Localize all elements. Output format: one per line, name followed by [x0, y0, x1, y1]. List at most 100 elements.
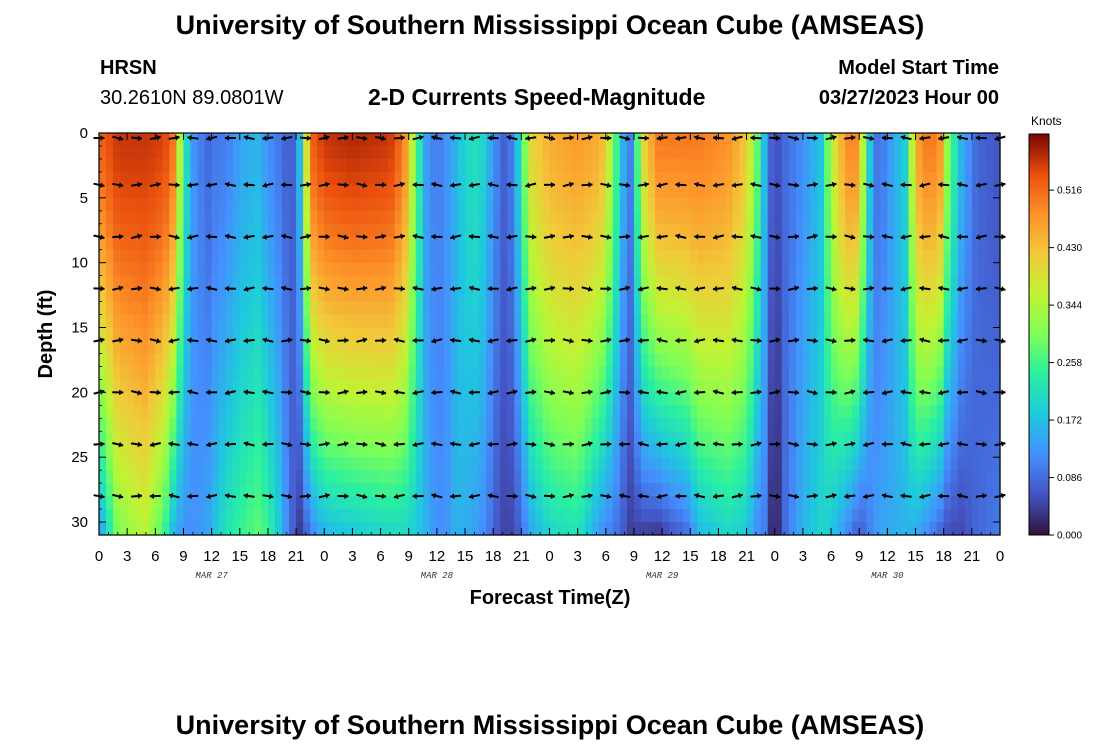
- heatmap-cell: [570, 457, 579, 471]
- arrow-head: [206, 233, 211, 240]
- heatmap-cell: [274, 483, 283, 497]
- heatmap-cell: [816, 197, 825, 212]
- heatmap-cell: [274, 171, 283, 186]
- heatmap-cell: [549, 392, 558, 406]
- heatmap-cell: [746, 145, 755, 160]
- arrow-head: [606, 389, 612, 395]
- heatmap-cell: [556, 197, 565, 212]
- heatmap-cell: [450, 184, 459, 199]
- heatmap-cell: [633, 197, 642, 212]
- heatmap-cell: [992, 301, 1001, 316]
- heatmap-cell: [394, 223, 403, 238]
- heatmap-cell: [753, 470, 762, 484]
- arrow-head: [506, 337, 511, 344]
- heatmap-cell: [401, 405, 410, 419]
- heatmap-cell: [704, 223, 712, 238]
- heatmap-cell: [246, 301, 255, 316]
- heatmap-cell: [978, 184, 987, 199]
- heatmap-cell: [472, 158, 480, 173]
- current-arrow: [149, 389, 161, 396]
- heatmap-cell: [922, 353, 931, 368]
- current-arrow: [637, 389, 649, 395]
- heatmap-cell: [908, 133, 917, 147]
- current-arrow: [656, 389, 668, 395]
- heatmap-cell: [232, 509, 241, 523]
- heatmap-cell: [950, 444, 959, 458]
- heatmap-cell: [422, 379, 431, 393]
- heatmap-cell: [795, 262, 804, 277]
- heatmap-cell: [282, 366, 290, 380]
- heatmap-cell: [676, 314, 684, 329]
- heatmap-cell: [148, 133, 156, 147]
- heatmap-cell: [282, 418, 290, 432]
- current-arrow: [168, 441, 180, 447]
- heatmap-cell: [521, 197, 529, 212]
- heatmap-cell: [563, 483, 572, 497]
- heatmap-cell: [352, 522, 361, 536]
- current-arrow: [637, 135, 649, 141]
- heatmap-cell: [662, 145, 670, 160]
- heatmap-cell: [310, 431, 318, 445]
- heatmap-cell: [612, 288, 621, 303]
- arrow-head: [487, 492, 493, 499]
- heatmap-cell: [880, 145, 888, 160]
- heatmap-cell: [514, 133, 522, 147]
- heatmap-cell: [929, 379, 938, 393]
- heatmap-cell: [401, 522, 410, 536]
- heatmap-cell: [563, 133, 572, 147]
- heatmap-cell: [253, 158, 262, 173]
- heatmap-cell: [394, 249, 403, 264]
- heatmap-cell: [169, 457, 178, 471]
- heatmap-cell: [598, 171, 607, 186]
- heatmap-cell: [746, 340, 755, 355]
- heatmap-cell: [641, 509, 649, 523]
- heatmap-cell: [303, 158, 311, 173]
- heatmap-cell: [246, 158, 255, 173]
- current-arrow: [224, 389, 236, 396]
- heatmap-cell: [260, 509, 269, 523]
- heatmap-cell: [873, 223, 881, 238]
- current-arrow: [318, 492, 330, 499]
- heatmap-cell: [415, 418, 424, 432]
- arrow-head: [531, 389, 537, 396]
- heatmap-cell: [704, 444, 712, 458]
- heatmap-cell: [767, 288, 776, 303]
- heatmap-cell: [929, 210, 938, 225]
- current-arrow: [318, 286, 330, 292]
- heatmap-cell: [507, 444, 515, 458]
- heatmap-cell: [901, 470, 910, 484]
- heatmap-cell: [380, 444, 389, 458]
- heatmap-cell: [457, 236, 466, 251]
- heatmap-cell: [528, 249, 537, 264]
- heatmap-cell: [373, 483, 382, 497]
- heatmap-cell: [781, 314, 790, 329]
- heatmap-cell: [915, 197, 924, 212]
- heatmap-cell: [162, 236, 170, 251]
- heatmap-cell: [127, 262, 135, 277]
- heatmap-cell: [486, 392, 494, 406]
- heatmap-cell: [289, 522, 297, 536]
- heatmap-cell: [718, 236, 727, 251]
- heatmap-cell: [584, 288, 593, 303]
- heatmap-cell: [99, 249, 107, 264]
- heatmap-cell: [598, 197, 607, 212]
- arrow-head: [400, 285, 405, 292]
- current-arrow: [600, 285, 612, 292]
- heatmap-cell: [753, 301, 762, 316]
- heatmap-cell: [894, 405, 903, 419]
- heatmap-cell: [605, 431, 614, 445]
- heatmap-cell: [267, 275, 276, 290]
- heatmap-cell: [577, 470, 586, 484]
- heatmap-cell: [232, 470, 241, 484]
- heatmap-cell: [514, 431, 522, 445]
- heatmap-cell: [422, 366, 431, 380]
- current-arrow: [487, 181, 499, 188]
- heatmap-cell: [359, 444, 368, 458]
- heatmap-cell: [239, 145, 248, 160]
- heatmap-cell: [648, 327, 656, 342]
- current-arrow: [844, 285, 856, 292]
- heatmap-cell: [760, 418, 769, 432]
- arrow-head: [288, 389, 293, 396]
- heatmap-cell: [274, 210, 283, 225]
- heatmap-cell: [626, 288, 635, 303]
